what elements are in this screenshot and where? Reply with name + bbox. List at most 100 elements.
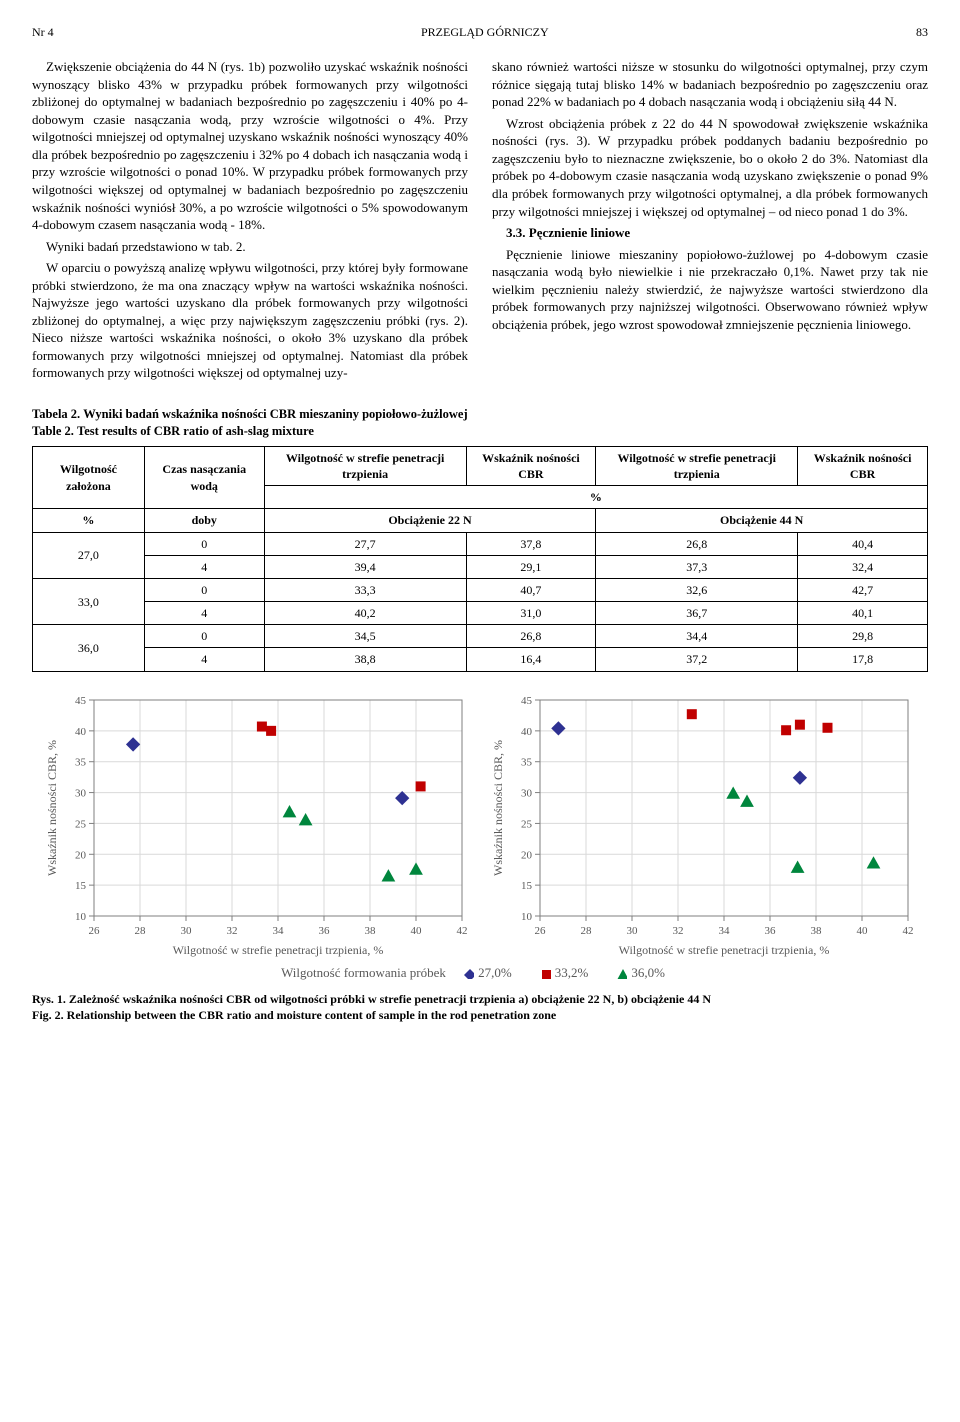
- svg-text:10: 10: [75, 911, 87, 923]
- para-r2: Wzrost obciążenia próbek z 22 do 44 N sp…: [492, 115, 928, 220]
- cell: 29,8: [798, 625, 928, 648]
- fig-label-pl: Rys. 1.: [32, 992, 66, 1006]
- svg-text:36: 36: [319, 925, 331, 937]
- svg-text:Wilgotność w strefie penetracj: Wilgotność w strefie penetracji trzpieni…: [619, 943, 830, 957]
- svg-text:28: 28: [135, 925, 147, 937]
- chart-right: 2628303234363840421015202530354045Wilgot…: [488, 690, 918, 960]
- th-obc22: Obciążenie 22 N: [264, 509, 596, 532]
- svg-text:34: 34: [719, 925, 731, 937]
- th-obc44: Obciążenie 44 N: [596, 509, 928, 532]
- figure-caption: Rys. 1. Zależność wskaźnika nośności CBR…: [32, 991, 928, 1023]
- cbr-table: Wilgotność założona Czas nasączania wodą…: [32, 446, 928, 672]
- header-center: PRZEGLĄD GÓRNICZY: [421, 24, 549, 40]
- cell: 4: [144, 555, 264, 578]
- tab-label-pl: Tabela 2.: [32, 407, 80, 421]
- cell: 33,3: [264, 578, 466, 601]
- header-left: Nr 4: [32, 24, 54, 40]
- left-column: Zwiększenie obciążenia do 44 N (rys. 1b)…: [32, 58, 468, 386]
- header-right: 83: [916, 24, 928, 40]
- svg-text:20: 20: [521, 849, 533, 861]
- fig-label-en: Fig. 2.: [32, 1008, 64, 1022]
- para-l1: Zwiększenie obciążenia do 44 N (rys. 1b)…: [32, 58, 468, 233]
- svg-text:30: 30: [75, 787, 87, 799]
- cell: 0: [144, 578, 264, 601]
- cell: 40,7: [466, 578, 596, 601]
- cell: 37,3: [596, 555, 798, 578]
- cell: 27,7: [264, 532, 466, 555]
- svg-text:Wilgotność w strefie penetracj: Wilgotność w strefie penetracji trzpieni…: [173, 943, 384, 957]
- svg-text:32: 32: [673, 925, 684, 937]
- th-czas: Czas nasączania wodą: [144, 446, 264, 509]
- tab-label-en: Table 2.: [32, 424, 74, 438]
- cell-wilg: 36,0: [33, 625, 145, 671]
- legend-item: 27,0%: [463, 965, 512, 980]
- cell: 32,6: [596, 578, 798, 601]
- svg-text:40: 40: [411, 925, 423, 937]
- cell: 34,5: [264, 625, 466, 648]
- right-column: skano również wartości niższe w stosunku…: [492, 58, 928, 386]
- svg-text:20: 20: [75, 849, 87, 861]
- table-row: 439,429,137,332,4: [33, 555, 928, 578]
- th-pct: %: [264, 486, 927, 509]
- table-row: 36,0034,526,834,429,8: [33, 625, 928, 648]
- svg-text:38: 38: [365, 925, 377, 937]
- cell: 0: [144, 625, 264, 648]
- svg-text:26: 26: [535, 925, 547, 937]
- legend-label: 33,2%: [555, 965, 589, 980]
- cell-wilg: 27,0: [33, 532, 145, 578]
- cell: 36,7: [596, 602, 798, 625]
- table-row: 27,0027,737,826,840,4: [33, 532, 928, 555]
- para-l2: Wyniki badań przedstawiono w tab. 2.: [32, 238, 468, 256]
- cell-wilg: 33,0: [33, 578, 145, 624]
- chart-legend: Wilgotność formowania próbek 27,0% 33,2% 3…: [32, 964, 928, 982]
- charts-row: 26 28 30 32 34 36 38 40 42 10 15 20 25 30 35 40 45 Wilgot…: [32, 690, 928, 960]
- th-wilg: Wilgotność założona: [33, 446, 145, 509]
- table-unit-row: % doby Obciążenie 22 N Obciążenie 44 N: [33, 509, 928, 532]
- para-r1: skano również wartości niższe w stosunku…: [492, 58, 928, 111]
- legend-label: 36,0%: [631, 965, 665, 980]
- svg-text:30: 30: [521, 787, 533, 799]
- legend-title: Wilgotność formowania próbek: [281, 965, 446, 980]
- svg-text:10: 10: [521, 911, 533, 923]
- table-row: 33,0033,340,732,642,7: [33, 578, 928, 601]
- cell: 4: [144, 648, 264, 671]
- legend-item: 36,0%: [616, 965, 665, 980]
- svg-text:15: 15: [75, 880, 87, 892]
- svg-text:15: 15: [521, 880, 533, 892]
- cell: 4: [144, 602, 264, 625]
- svg-text:Wskaźnik nośności CBR, %: Wskaźnik nośności CBR, %: [45, 740, 59, 876]
- page-header: Nr 4 PRZEGLĄD GÓRNICZY 83: [32, 24, 928, 40]
- svg-text:42: 42: [457, 925, 468, 937]
- svg-text:40: 40: [857, 925, 869, 937]
- legend-label: 27,0%: [478, 965, 512, 980]
- svg-text:30: 30: [627, 925, 639, 937]
- svg-text:25: 25: [75, 818, 87, 830]
- cell: 40,2: [264, 602, 466, 625]
- svg-text:30: 30: [181, 925, 193, 937]
- cell: 37,8: [466, 532, 596, 555]
- svg-text:40: 40: [521, 726, 533, 738]
- fig-title-pl: Zależność wskaźnika nośności CBR od wilg…: [69, 992, 711, 1006]
- cell: 29,1: [466, 555, 596, 578]
- cell: 34,4: [596, 625, 798, 648]
- svg-text:26: 26: [89, 925, 101, 937]
- th-doby: doby: [144, 509, 264, 532]
- svg-text:40: 40: [75, 726, 87, 738]
- th-cbr1: Wskaźnik nośności CBR: [466, 446, 596, 485]
- section-heading: 3.3. Pęcznienie liniowe: [492, 224, 928, 242]
- legend-item: 33,2%: [540, 965, 589, 980]
- svg-text:35: 35: [521, 756, 533, 768]
- cell: 26,8: [596, 532, 798, 555]
- th-pct2: %: [33, 509, 145, 532]
- th-ws2: Wilgotność w strefie penetracji trzpieni…: [596, 446, 798, 485]
- svg-text:35: 35: [75, 756, 87, 768]
- svg-text:38: 38: [811, 925, 823, 937]
- table-header-row: Wilgotność założona Czas nasączania wodą…: [33, 446, 928, 485]
- chart-left: 2628303234363840421015202530354045Wilgot…: [42, 690, 472, 960]
- table-body: 27,0027,737,826,840,4439,429,137,332,433…: [33, 532, 928, 671]
- cell: 0: [144, 532, 264, 555]
- para-l3: W oparciu o powyższą analizę wpływu wilg…: [32, 259, 468, 382]
- svg-text:45: 45: [75, 695, 87, 707]
- th-ws1: Wilgotność w strefie penetracji trzpieni…: [264, 446, 466, 485]
- svg-text:34: 34: [273, 925, 285, 937]
